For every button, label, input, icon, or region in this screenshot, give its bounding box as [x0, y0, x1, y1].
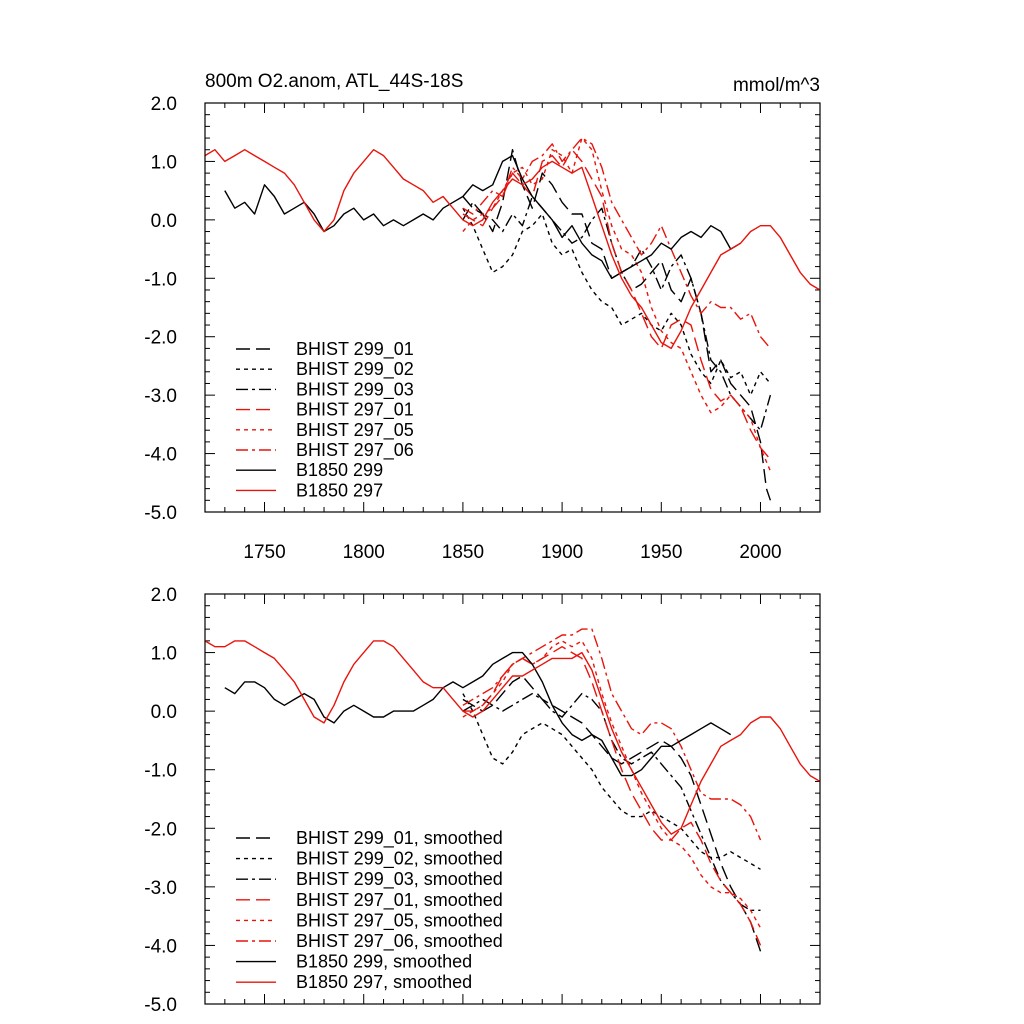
y-tick-label: -3.0: [144, 878, 177, 899]
series-line: [462, 628, 762, 841]
y-tick-label: -5.0: [144, 995, 177, 1016]
top-panel: 800m O2.anom, ATL_44S-18S mmol/m^3 2.0 1.0 0…: [144, 71, 821, 563]
axis-ticks: [204, 102, 821, 513]
x-tick-label: 1850: [442, 542, 484, 563]
legend-label: BHIST 297_05, smoothed: [296, 910, 503, 931]
legend-label: B1850 297, smoothed: [296, 972, 472, 992]
y-tick-label: -4.0: [144, 445, 177, 466]
plot-frame: [204, 593, 821, 1005]
y-tick-label: 2.0: [151, 94, 177, 115]
y-tick-label: 1.0: [151, 152, 177, 173]
legend-label: B1850 297: [296, 480, 383, 500]
series-line: [462, 137, 771, 349]
series-line: [224, 154, 741, 279]
x-tick-label: 1900: [541, 542, 583, 563]
y-tick-label: -1.0: [144, 269, 177, 290]
y-tick-label: 1.0: [151, 644, 177, 665]
y-tick-label: 0.0: [151, 211, 177, 232]
x-tick-label: 1800: [343, 542, 385, 563]
x-tick-label: 2000: [739, 542, 781, 563]
y-tick-label: -5.0: [144, 503, 177, 524]
series-line: [462, 646, 762, 946]
series-line: [462, 693, 761, 870]
legend-label: BHIST 299_01: [296, 339, 414, 360]
y-tick-label: -2.0: [144, 328, 177, 349]
legend-label: B1850 299: [296, 460, 383, 480]
series-line: [462, 195, 772, 431]
series-line: [462, 148, 771, 460]
y-tick-label: -3.0: [144, 386, 177, 407]
y-tick-label: -1.0: [144, 761, 177, 782]
chart-title: 800m O2.anom, ATL_44S-18S: [205, 71, 463, 92]
units-label: mmol/m^3: [733, 75, 820, 96]
legend-label: BHIST 299_03, smoothed: [296, 869, 503, 890]
legend-label: BHIST 297_06: [296, 440, 414, 461]
bottom-panel: 2.0 1.0 0.0 -1.0 -2.0 -3.0 -4.0 -5.0 BHIST 299_0…: [144, 585, 821, 1016]
legend-label: B1850 299, smoothed: [296, 952, 472, 972]
series-line: [462, 207, 771, 396]
series-line: [205, 148, 820, 350]
x-tick-label: 1950: [640, 542, 682, 563]
legend-label: BHIST 297_05: [296, 420, 414, 441]
legend-label: BHIST 299_02, smoothed: [296, 849, 503, 870]
legend-label: BHIST 299_03: [296, 379, 414, 400]
legend-label: BHIST 299_02: [296, 359, 414, 380]
plot-frame: [204, 102, 821, 513]
legend-label: BHIST 297_06, smoothed: [296, 931, 503, 952]
series-line: [462, 137, 772, 472]
series-line: [224, 651, 732, 777]
series-line: [462, 148, 772, 501]
series-line: [205, 640, 820, 835]
legend-label: BHIST 299_01, smoothed: [296, 828, 503, 849]
series-line: [462, 675, 762, 952]
legend-label: BHIST 297_01, smoothed: [296, 890, 503, 911]
y-tick-label: 2.0: [151, 585, 177, 606]
y-tick-label: -2.0: [144, 819, 177, 840]
y-tick-label: -4.0: [144, 936, 177, 957]
series-group: [205, 628, 820, 952]
x-tick-label: 1750: [243, 542, 285, 563]
y-tick-label: 0.0: [151, 702, 177, 723]
legend-label: BHIST 297_01: [296, 400, 414, 421]
series-group: [205, 137, 820, 501]
series-line: [462, 640, 762, 929]
